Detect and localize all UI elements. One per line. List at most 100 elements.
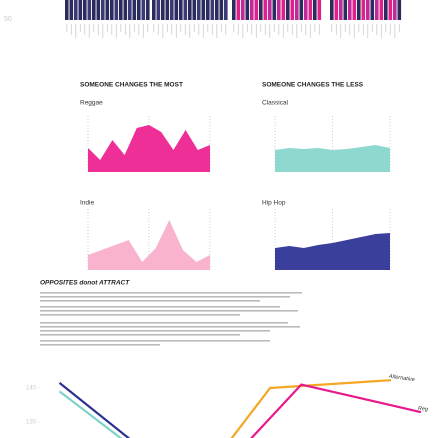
decor-bar bbox=[393, 0, 397, 20]
decor-bar bbox=[245, 0, 250, 20]
y-tick-label: 130 bbox=[26, 420, 37, 426]
area bbox=[275, 233, 390, 270]
decor-bar bbox=[343, 0, 348, 20]
decor-bar bbox=[152, 0, 156, 20]
decor-bar bbox=[110, 0, 114, 20]
area bbox=[275, 145, 390, 172]
text-line bbox=[40, 322, 288, 324]
line bbox=[250, 383, 422, 438]
decor-bar bbox=[317, 0, 322, 20]
decor-bar bbox=[183, 0, 188, 20]
decor-bar bbox=[219, 0, 224, 20]
decor-bar bbox=[161, 0, 165, 20]
decor-bar bbox=[192, 0, 197, 20]
decor-bar bbox=[308, 0, 313, 20]
decor-bar bbox=[313, 0, 317, 20]
decor-bar bbox=[286, 0, 290, 20]
decor-bar bbox=[236, 0, 241, 20]
decor-bar bbox=[299, 0, 304, 20]
decor-bar bbox=[232, 0, 236, 20]
decor-bar bbox=[263, 0, 268, 20]
decor-bar bbox=[188, 0, 192, 20]
decor-bar bbox=[352, 0, 357, 20]
decor-bar bbox=[290, 0, 295, 20]
decor-bar bbox=[165, 0, 170, 20]
panel-title: Classical bbox=[262, 100, 289, 107]
line bbox=[58, 390, 123, 438]
decor-bar bbox=[87, 0, 92, 20]
decor-bar bbox=[254, 0, 259, 20]
area bbox=[88, 125, 210, 172]
panel-title: Hip Hop bbox=[262, 200, 286, 207]
decor-bar bbox=[348, 0, 352, 20]
decor-bar bbox=[370, 0, 375, 20]
decor-bar bbox=[201, 0, 206, 20]
decor-bar bbox=[141, 0, 146, 20]
decor-bar bbox=[69, 0, 74, 20]
decor-bar bbox=[215, 0, 219, 20]
decor-bar bbox=[210, 0, 215, 20]
series-label: Reg bbox=[418, 406, 430, 413]
text-line bbox=[40, 330, 270, 332]
decor-bar bbox=[78, 0, 83, 20]
decor-bar bbox=[65, 0, 69, 20]
decor-bar bbox=[361, 0, 366, 20]
decor-bar bbox=[128, 0, 132, 20]
decor-bar bbox=[137, 0, 141, 20]
text-line bbox=[40, 306, 280, 308]
decor-bar bbox=[339, 0, 343, 20]
decor-bar bbox=[179, 0, 183, 20]
decor-bar bbox=[272, 0, 277, 20]
decor-bar bbox=[384, 0, 388, 20]
heading: SOMEONE CHANGES THE LESS bbox=[262, 82, 364, 89]
decor-bar bbox=[174, 0, 179, 20]
text-line bbox=[40, 296, 290, 298]
text-line bbox=[40, 300, 260, 302]
decor-bar bbox=[101, 0, 105, 20]
decor-bar bbox=[268, 0, 272, 20]
decor-bar bbox=[92, 0, 96, 20]
decor-bar bbox=[397, 0, 402, 20]
decor-bar bbox=[388, 0, 393, 20]
decor-bar bbox=[83, 0, 87, 20]
line bbox=[58, 382, 131, 438]
text-line bbox=[40, 292, 302, 294]
text-line bbox=[40, 334, 240, 336]
area bbox=[88, 220, 210, 270]
decor-bar bbox=[156, 0, 161, 20]
decor-bar bbox=[132, 0, 137, 20]
decor-bar bbox=[224, 0, 228, 20]
panel-title: Reggae bbox=[80, 100, 103, 107]
decor-bar bbox=[96, 0, 101, 20]
decor-bar bbox=[277, 0, 281, 20]
decor-bar bbox=[119, 0, 123, 20]
heading: OPPOSITES donot ATTRACT bbox=[40, 280, 130, 287]
decor-bar bbox=[281, 0, 286, 20]
text-line bbox=[40, 340, 270, 342]
decor-bar bbox=[114, 0, 119, 20]
decor-bar bbox=[330, 0, 334, 20]
panel-title: Indie bbox=[80, 200, 94, 207]
text-line bbox=[40, 326, 300, 328]
decor-bar bbox=[334, 0, 339, 20]
decor-bar bbox=[206, 0, 210, 20]
decor-bar bbox=[366, 0, 370, 20]
decor-bar bbox=[379, 0, 384, 20]
decor-bar bbox=[375, 0, 379, 20]
text-line bbox=[40, 314, 240, 316]
decor-bar bbox=[146, 0, 150, 20]
axis-label: 50 bbox=[4, 16, 12, 23]
text-line bbox=[40, 310, 298, 312]
text-line bbox=[40, 344, 160, 346]
decor-bar bbox=[250, 0, 254, 20]
y-tick-label: 140 bbox=[26, 386, 37, 392]
decor-bar bbox=[197, 0, 201, 20]
decor-bar bbox=[241, 0, 245, 20]
decor-bar bbox=[105, 0, 110, 20]
line bbox=[230, 379, 392, 438]
decor-bar bbox=[295, 0, 299, 20]
decor-bar bbox=[357, 0, 361, 20]
decor-bar bbox=[170, 0, 174, 20]
